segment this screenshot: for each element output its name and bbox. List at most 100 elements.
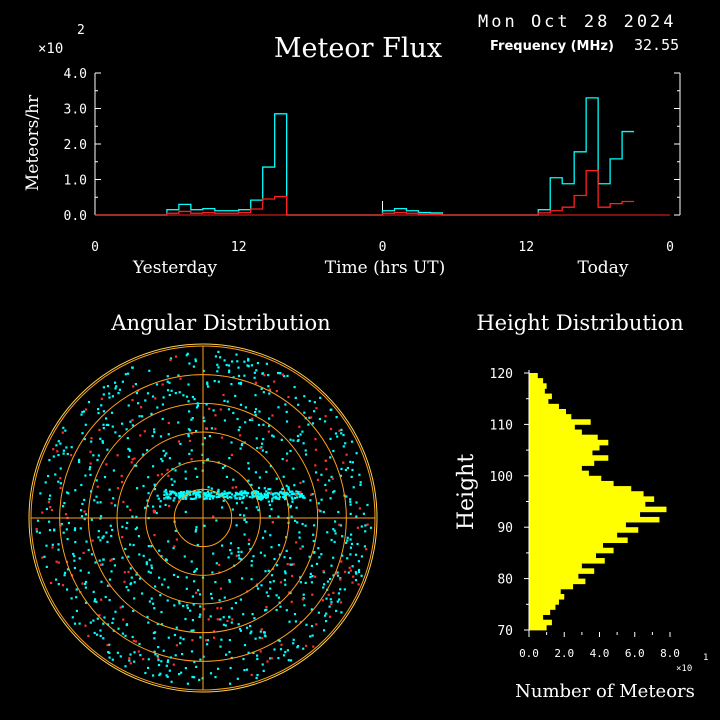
- angular-point-cyan: [319, 510, 322, 513]
- angular-point-cyan: [102, 535, 105, 538]
- angular-point-cyan: [205, 492, 208, 495]
- angular-point-red: [99, 563, 103, 566]
- angular-point-red: [268, 388, 272, 391]
- angular-point-cyan: [169, 497, 172, 500]
- angular-point-red: [342, 461, 345, 464]
- angular-point-cyan: [289, 490, 292, 493]
- angular-point-cyan: [310, 608, 313, 611]
- angular-point-cyan: [234, 601, 237, 605]
- angular-point-cyan: [240, 550, 243, 553]
- angular-point-cyan: [114, 431, 117, 434]
- angular-point-cyan: [166, 660, 169, 663]
- angular-point-cyan: [355, 501, 358, 504]
- angular-point-cyan: [127, 555, 130, 558]
- angular-point-red: [174, 355, 178, 358]
- angular-point-cyan: [92, 454, 95, 457]
- angular-point-cyan: [223, 490, 226, 493]
- angular-point-red: [160, 473, 163, 476]
- angular-point-cyan: [252, 555, 255, 558]
- angular-point-red: [143, 430, 146, 433]
- angular-point-cyan: [359, 481, 362, 484]
- angular-point-cyan: [78, 460, 81, 464]
- angular-point-red: [332, 591, 335, 594]
- angular-point-cyan: [119, 655, 122, 658]
- angular-point-cyan: [206, 490, 210, 493]
- angular-point-cyan: [111, 621, 114, 624]
- angular-point-cyan: [257, 486, 261, 489]
- angular-point-cyan: [173, 480, 176, 483]
- angular-point-red: [214, 427, 217, 430]
- angular-point-cyan: [237, 382, 241, 385]
- angular-point-cyan: [265, 591, 268, 594]
- angular-point-cyan: [326, 531, 329, 534]
- angular-point-cyan: [66, 538, 69, 541]
- angular-point-cyan: [73, 559, 76, 562]
- angular-point-cyan: [355, 515, 358, 518]
- angular-point-cyan: [322, 510, 325, 514]
- angular-point-cyan: [239, 598, 242, 601]
- angular-point-cyan: [65, 528, 68, 531]
- angular-point-red: [314, 464, 317, 467]
- angular-point-red: [259, 650, 262, 653]
- angular-point-cyan: [269, 657, 272, 660]
- angular-point-cyan: [259, 492, 263, 495]
- angular-point-cyan: [330, 601, 333, 604]
- angular-point-cyan: [171, 491, 174, 494]
- angular-point-red: [273, 380, 276, 383]
- angular-point-cyan: [90, 440, 93, 443]
- angular-point-cyan: [153, 483, 156, 486]
- angular-point-cyan: [102, 393, 105, 396]
- angular-point-red: [205, 639, 208, 642]
- angular-point-cyan: [302, 647, 305, 650]
- angular-point-cyan: [182, 497, 185, 500]
- angular-point-cyan: [355, 452, 358, 455]
- angular-point-cyan: [161, 403, 164, 406]
- angular-point-cyan: [364, 524, 367, 527]
- angular-point-red: [334, 572, 337, 575]
- angular-point-cyan: [309, 576, 312, 579]
- angular-point-cyan: [196, 475, 199, 478]
- angular-point-cyan: [256, 657, 259, 661]
- angular-point-red: [234, 486, 238, 489]
- angular-point-cyan: [310, 581, 313, 584]
- angular-point-cyan: [160, 555, 163, 558]
- angular-point-cyan: [117, 392, 120, 395]
- angular-point-cyan: [57, 548, 60, 551]
- angular-point-red: [356, 526, 359, 529]
- angular-point-cyan: [247, 467, 250, 470]
- angular-point-cyan: [111, 425, 114, 428]
- angular-point-red: [132, 385, 135, 388]
- angular-point-red: [325, 489, 328, 492]
- angular-point-cyan: [190, 629, 193, 632]
- height-x-multiplier: ×10: [676, 664, 692, 674]
- angular-point-cyan: [176, 575, 179, 578]
- angular-point-red: [269, 491, 272, 494]
- angular-point-cyan: [192, 497, 195, 500]
- angular-point-red: [212, 630, 216, 633]
- angular-point-cyan: [193, 491, 196, 495]
- angular-point-cyan: [250, 483, 253, 486]
- angular-point-cyan: [195, 496, 198, 499]
- angular-point-cyan: [247, 359, 250, 362]
- angular-point-cyan: [293, 386, 296, 389]
- angular-point-cyan: [142, 554, 145, 557]
- angular-point-cyan: [178, 602, 181, 605]
- angular-point-cyan: [230, 621, 233, 624]
- angular-point-cyan: [265, 451, 268, 454]
- height-bar: [529, 578, 586, 585]
- angular-point-red: [168, 504, 171, 508]
- angular-point-cyan: [199, 605, 202, 608]
- angular-point-cyan: [302, 442, 305, 445]
- angular-point-cyan: [99, 629, 102, 632]
- angular-point-cyan: [275, 496, 278, 499]
- angular-point-red: [314, 438, 317, 441]
- angular-point-cyan: [276, 564, 279, 567]
- flux-y-axis-label: Meteors/hr: [23, 94, 43, 191]
- height-bar: [529, 496, 655, 502]
- angular-point-cyan: [146, 615, 149, 618]
- angular-point-cyan: [147, 492, 150, 495]
- angular-point-red: [139, 434, 142, 437]
- angular-point-red: [254, 381, 257, 384]
- angular-point-cyan: [332, 574, 335, 577]
- angular-point-red: [299, 490, 302, 494]
